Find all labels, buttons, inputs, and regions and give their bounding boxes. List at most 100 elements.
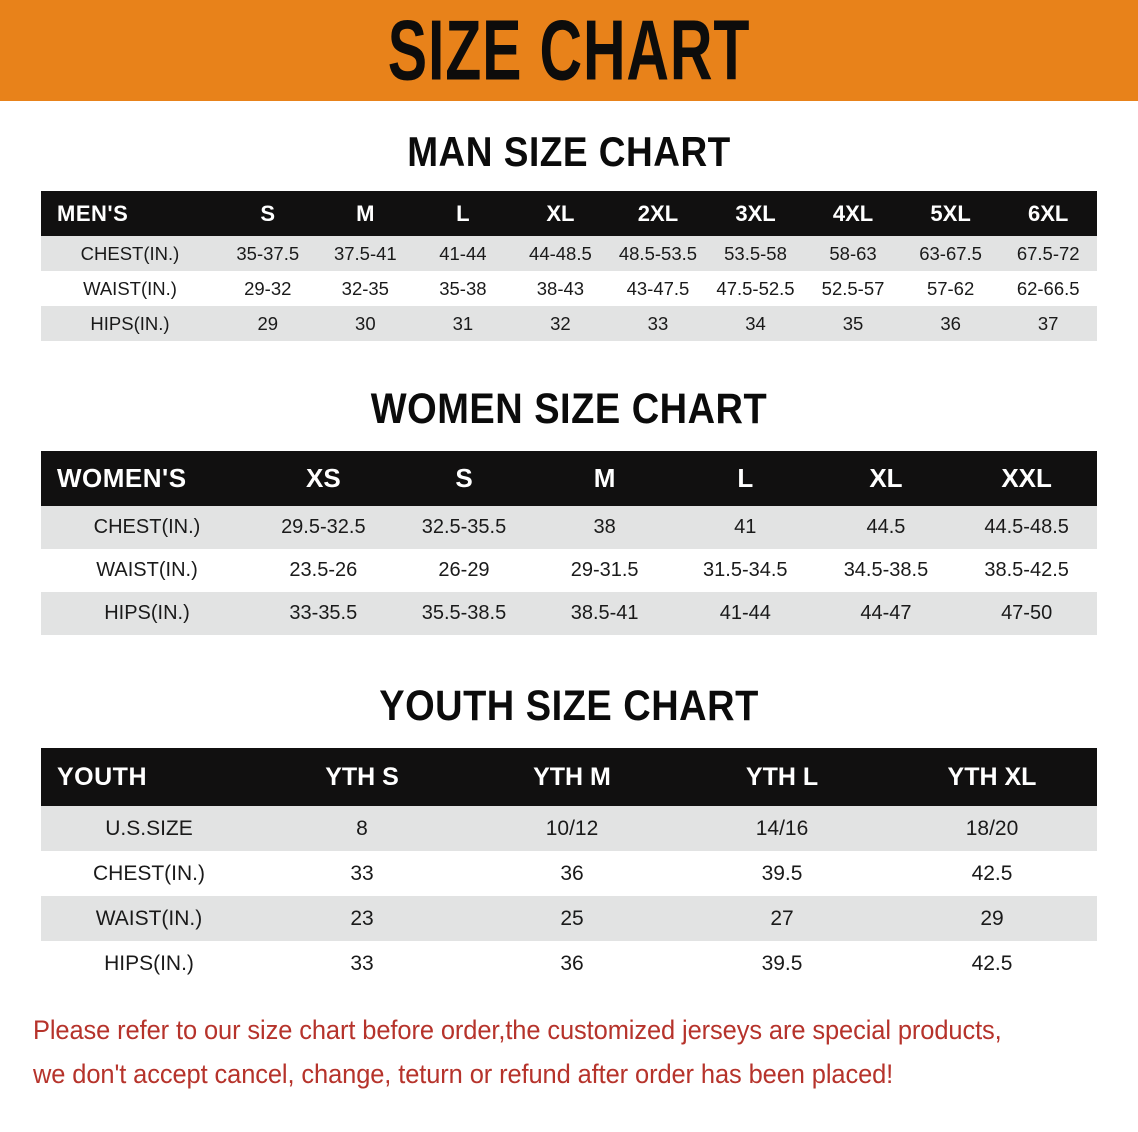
notice-line-1: Please refer to our size chart before or…: [33, 1015, 1002, 1045]
man-cell: 34: [706, 306, 805, 341]
man-cell: 31: [414, 306, 512, 341]
man-cell: 44-48.5: [511, 236, 610, 271]
notice-line-2: we don't accept cancel, change, teturn o…: [33, 1059, 894, 1090]
man-cell: 35: [804, 306, 902, 341]
youth-table-header: YOUTH YTH S YTH M YTH L YTH XL: [41, 748, 1097, 806]
man-column-header-2xl: 2XL: [609, 191, 707, 236]
size-chart-banner: SIZE CHART: [0, 0, 1138, 101]
table-row: HIPS(IN.) 33 36 39.5 42.5: [41, 941, 1097, 986]
table-row: WAIST(IN.) 23.5-26 26-29 29-31.5 31.5-34.5 34…: [41, 549, 1097, 592]
women-cell: 38.5-41: [534, 592, 675, 635]
youth-cell: 33: [257, 851, 467, 896]
man-cell: 67.5-72: [999, 236, 1097, 271]
man-column-header-s: S: [219, 191, 317, 236]
man-cell: 32: [511, 306, 610, 341]
youth-size-table: YOUTH YTH S YTH M YTH L YTH XL U.S.SIZE 8 10/…: [41, 748, 1097, 986]
man-row-label: WAIST(IN.): [41, 271, 219, 306]
youth-size-section: YOUTH SIZE CHART YOUTH YTH S YTH M YTH L YT…: [0, 683, 1138, 986]
man-cell: 29: [219, 306, 317, 341]
youth-row-label: U.S.SIZE: [41, 806, 257, 851]
women-cell: 29.5-32.5: [253, 506, 394, 549]
women-header-row: WOMEN'S XS S M L XL XXL: [41, 451, 1097, 506]
youth-cell: 33: [257, 941, 467, 986]
man-cell: 41-44: [414, 236, 512, 271]
table-row: CHEST(IN.) 29.5-32.5 32.5-35.5 38 41 44.5 44.5…: [41, 506, 1097, 549]
youth-column-header-yth-xl: YTH XL: [887, 748, 1097, 806]
table-row: CHEST(IN.) 35-37.5 37.5-41 41-44 44-48.5 48.5…: [41, 236, 1097, 271]
man-row-label: HIPS(IN.): [41, 306, 219, 341]
table-row: CHEST(IN.) 33 36 39.5 42.5: [41, 851, 1097, 896]
women-table-body: CHEST(IN.) 29.5-32.5 32.5-35.5 38 41 44.5 44.5…: [41, 506, 1097, 635]
women-column-header-s: S: [393, 451, 535, 506]
women-row-label: CHEST(IN.): [41, 506, 253, 549]
youth-cell: 8: [257, 806, 467, 851]
man-cell: 30: [316, 306, 415, 341]
women-cell: 32.5-35.5: [393, 506, 535, 549]
youth-section-title: YOUTH SIZE CHART: [379, 683, 759, 731]
women-cell: 34.5-38.5: [815, 549, 957, 592]
table-row: WAIST(IN.) 23 25 27 29: [41, 896, 1097, 941]
youth-row-label: WAIST(IN.): [41, 896, 257, 941]
women-cell: 41-44: [674, 592, 816, 635]
table-row: U.S.SIZE 8 10/12 14/16 18/20: [41, 806, 1097, 851]
women-cell: 38.5-42.5: [956, 549, 1097, 592]
women-cell: 29-31.5: [534, 549, 675, 592]
youth-cell: 36: [467, 941, 677, 986]
man-cell: 38-43: [511, 271, 610, 306]
youth-row-label: HIPS(IN.): [41, 941, 257, 986]
youth-row-label: CHEST(IN.): [41, 851, 257, 896]
man-cell: 47.5-52.5: [706, 271, 805, 306]
women-table-header: WOMEN'S XS S M L XL XXL: [41, 451, 1097, 506]
man-table-body: CHEST(IN.) 35-37.5 37.5-41 41-44 44-48.5 48.5…: [41, 236, 1097, 341]
table-row: WAIST(IN.) 29-32 32-35 35-38 38-43 43-47.5 47.…: [41, 271, 1097, 306]
man-cell: 33: [609, 306, 707, 341]
youth-cell: 10/12: [467, 806, 677, 851]
man-cell: 32-35: [316, 271, 415, 306]
man-corner-label: MEN'S: [41, 191, 219, 236]
women-cell: 44.5-48.5: [956, 506, 1097, 549]
women-size-table: WOMEN'S XS S M L XL XXL CHEST(IN.) 29.5-32.5 32…: [41, 451, 1097, 635]
man-header-row: MEN'S S M L XL 2XL 3XL 4XL 5XL 6XL: [41, 191, 1097, 236]
youth-cell: 42.5: [887, 851, 1097, 896]
man-cell: 36: [901, 306, 1000, 341]
youth-corner-label: YOUTH: [41, 748, 257, 806]
youth-cell: 39.5: [677, 851, 887, 896]
women-cell: 31.5-34.5: [674, 549, 816, 592]
man-cell: 63-67.5: [901, 236, 1000, 271]
women-size-section: WOMEN SIZE CHART WOMEN'S XS S M L XL XXL CHES…: [0, 386, 1138, 635]
man-size-section: MAN SIZE CHART MEN'S S M L XL 2XL 3XL 4XL 5XL 6X…: [0, 129, 1138, 341]
man-cell: 57-62: [901, 271, 1000, 306]
women-section-title: WOMEN SIZE CHART: [370, 386, 768, 434]
youth-cell: 42.5: [887, 941, 1097, 986]
women-cell: 33-35.5: [253, 592, 394, 635]
women-row-label: HIPS(IN.): [41, 592, 253, 635]
man-table-header: MEN'S S M L XL 2XL 3XL 4XL 5XL 6XL: [41, 191, 1097, 236]
man-column-header-m: M: [316, 191, 415, 236]
women-cell: 26-29: [393, 549, 535, 592]
man-cell: 58-63: [804, 236, 902, 271]
youth-cell: 25: [467, 896, 677, 941]
youth-column-header-yth-m: YTH M: [467, 748, 677, 806]
youth-cell: 29: [887, 896, 1097, 941]
man-column-header-4xl: 4XL: [804, 191, 902, 236]
banner-title: SIZE CHART: [387, 3, 751, 98]
women-column-header-m: M: [534, 451, 675, 506]
women-column-header-l: L: [674, 451, 816, 506]
youth-header-row: YOUTH YTH S YTH M YTH L YTH XL: [41, 748, 1097, 806]
women-column-header-xs: XS: [253, 451, 394, 506]
man-column-header-xl: XL: [511, 191, 610, 236]
man-cell: 29-32: [219, 271, 317, 306]
youth-cell: 27: [677, 896, 887, 941]
man-cell: 35-38: [414, 271, 512, 306]
women-column-header-xxl: XXL: [956, 451, 1097, 506]
man-column-header-6xl: 6XL: [999, 191, 1097, 236]
women-cell: 38: [534, 506, 675, 549]
youth-cell: 23: [257, 896, 467, 941]
youth-cell: 14/16: [677, 806, 887, 851]
man-cell: 53.5-58: [706, 236, 805, 271]
man-cell: 62-66.5: [999, 271, 1097, 306]
man-size-table: MEN'S S M L XL 2XL 3XL 4XL 5XL 6XL CHEST(IN.) 35-…: [41, 191, 1097, 341]
man-row-label: CHEST(IN.): [41, 236, 219, 271]
women-cell: 41: [674, 506, 816, 549]
man-cell: 52.5-57: [804, 271, 902, 306]
